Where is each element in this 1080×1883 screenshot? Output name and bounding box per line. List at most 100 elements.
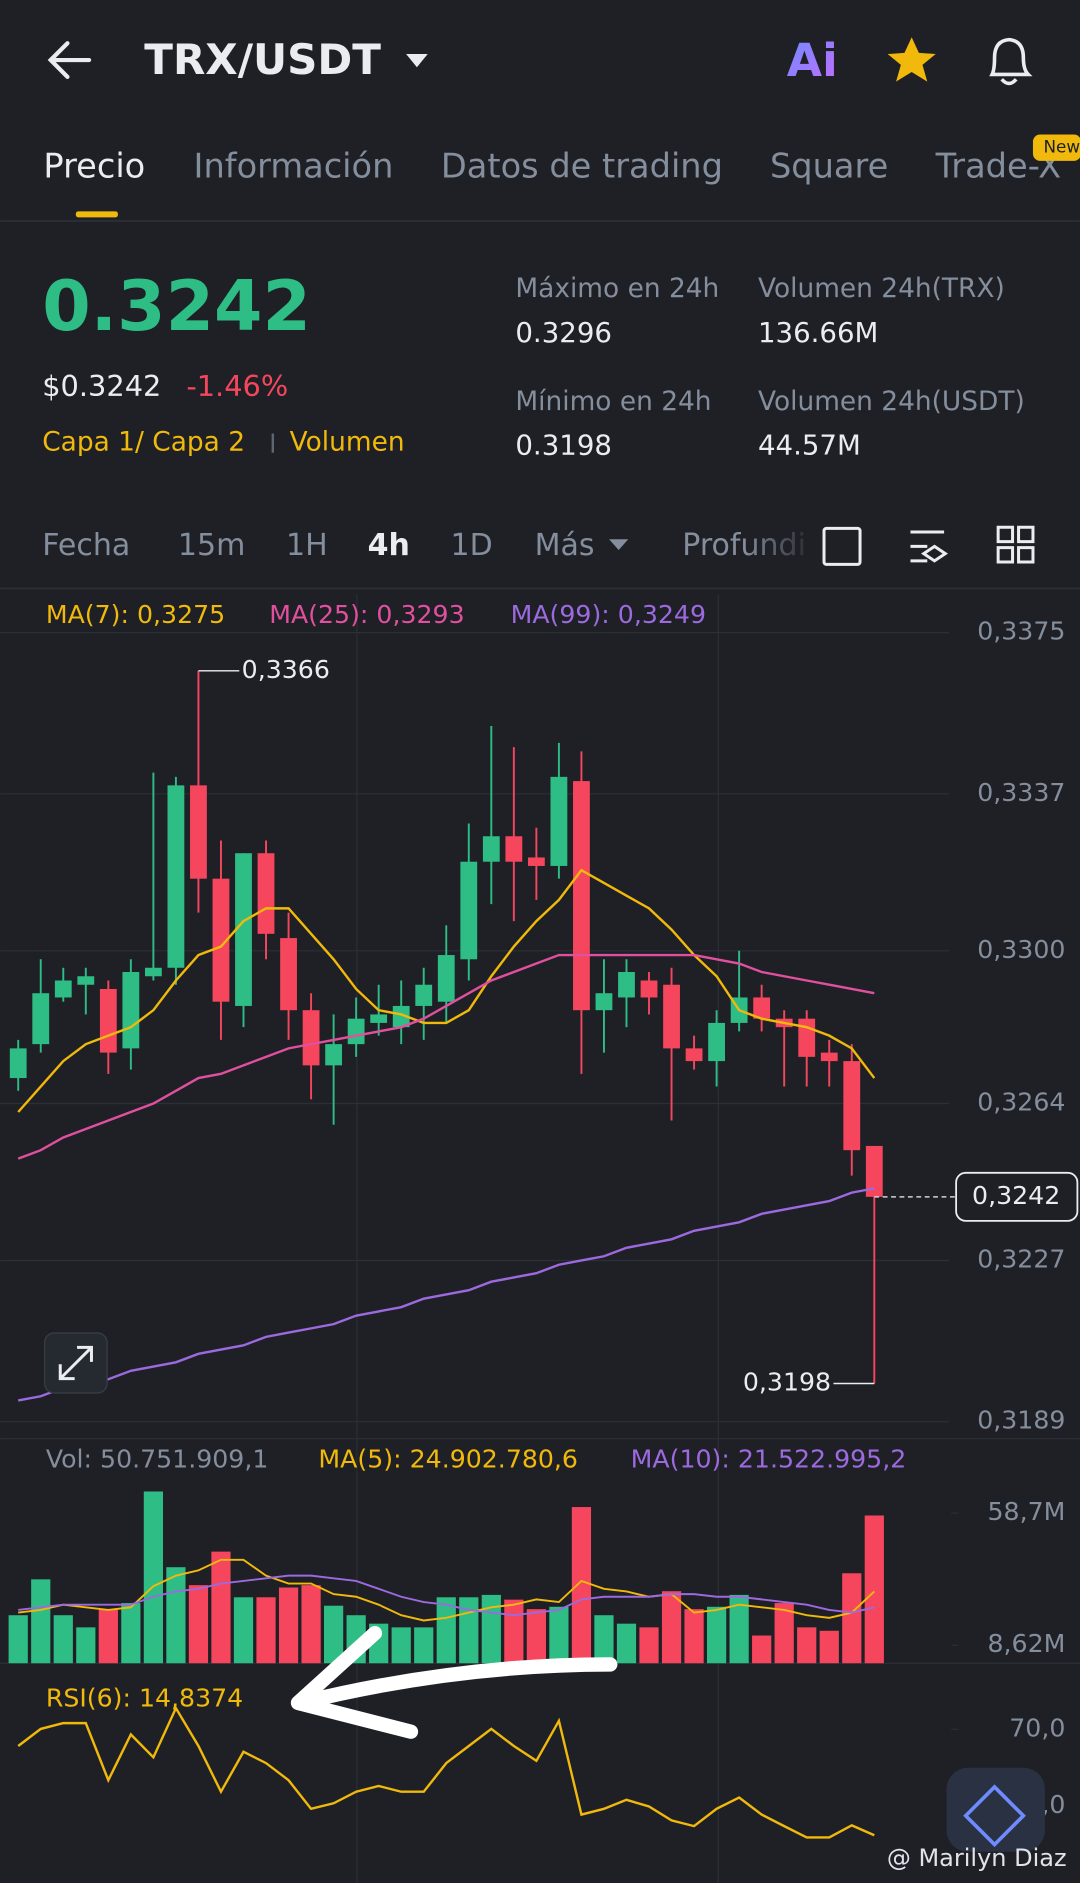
volume-bar	[391, 1627, 411, 1664]
candle-body	[527, 857, 545, 866]
volume-legend: Vol: 50.751.909,1	[46, 1444, 269, 1473]
volume-bar	[8, 1615, 28, 1664]
tool-icon[interactable]	[822, 526, 862, 566]
tab[interactable]: Datos de trading	[441, 147, 723, 186]
rsi-legend: RSI(6): 14,8374	[46, 1683, 243, 1712]
ma-legend: MA(99): 0,3249	[511, 600, 706, 629]
stat-value: 44.57M	[758, 429, 861, 462]
expand-icon	[58, 1345, 93, 1381]
volume-bar	[752, 1635, 772, 1664]
ai-button[interactable]: Ai	[787, 34, 838, 87]
bell-icon[interactable]	[989, 37, 1033, 86]
volume-bar	[76, 1627, 96, 1664]
tag[interactable]: Capa 1/ Capa 2	[42, 427, 245, 458]
volume-bar	[324, 1605, 344, 1664]
tab[interactable]: Square	[770, 147, 888, 186]
volume-bar	[639, 1627, 659, 1664]
candle-body	[820, 1052, 838, 1062]
price-change: -1.46%	[186, 369, 288, 403]
volume-bar	[864, 1515, 884, 1664]
candle-body	[550, 776, 568, 866]
volume-bar	[121, 1603, 141, 1664]
volume-bar	[481, 1594, 501, 1664]
candle-body	[122, 972, 140, 1049]
interval[interactable]: 1H	[286, 528, 328, 563]
volume-bar	[819, 1630, 839, 1664]
volume-bar	[729, 1594, 749, 1664]
volume-bar	[98, 1609, 118, 1664]
interval[interactable]: 1D	[451, 528, 493, 563]
candle-body	[392, 1005, 410, 1028]
volume-legend: MA(10): 21.522.995,2	[631, 1444, 907, 1473]
stat-value: 0.3296	[515, 316, 612, 349]
watermark: @ Marilyn Diaz	[887, 1844, 1067, 1872]
volume-ma-line	[18, 1574, 875, 1617]
pair-dropdown[interactable]	[406, 54, 428, 68]
ma-line	[17, 1187, 875, 1402]
candle-body	[798, 1018, 816, 1057]
volume-bar	[278, 1587, 299, 1664]
volume-bar	[774, 1603, 794, 1664]
last-price-box	[955, 1171, 1079, 1222]
back-button[interactable]	[47, 41, 92, 79]
candle-body	[257, 853, 275, 934]
favorite-star[interactable]	[887, 37, 936, 82]
stat-label: Volumen 24h(TRX)	[758, 273, 1005, 304]
volume-bar	[797, 1627, 817, 1664]
candle-body	[77, 976, 95, 985]
candle-body	[235, 853, 252, 1006]
volume-bar	[301, 1585, 321, 1664]
volume-bar	[616, 1623, 637, 1664]
candle-body	[753, 997, 771, 1019]
stat-label: Máximo en 24h	[515, 273, 719, 304]
low-label: 0,3198	[743, 1368, 831, 1397]
candle-body	[99, 988, 117, 1053]
stat-label: Volumen 24h(USDT)	[758, 386, 1025, 417]
candle-body	[370, 1014, 388, 1023]
interval[interactable]: Más	[535, 528, 595, 563]
volume-bar	[256, 1597, 276, 1664]
y-tick-label: 0,3300	[977, 935, 1065, 964]
volume-bar	[436, 1597, 456, 1664]
candle-body	[482, 836, 500, 862]
high-label: 0,3366	[242, 655, 330, 684]
tool-icon[interactable]	[996, 525, 1035, 564]
candle-body	[302, 1010, 320, 1066]
volume-bar	[211, 1551, 231, 1664]
candle-body	[663, 984, 680, 1049]
volume-bar	[414, 1627, 434, 1664]
interval[interactable]: 15m	[178, 528, 245, 563]
candle-body	[460, 861, 478, 960]
volume-bar	[504, 1599, 524, 1664]
stat-label: Mínimo en 24h	[515, 386, 711, 417]
y-tick-label: 0,3375	[977, 617, 1065, 646]
ma-line	[17, 953, 875, 1160]
candle-body	[54, 980, 72, 998]
volume-bar	[143, 1491, 163, 1664]
ma-legend: MA(25): 0,3293	[269, 600, 464, 629]
more-dropdown[interactable]	[609, 539, 629, 551]
ma-legend: MA(7): 0,3275	[46, 600, 225, 629]
usd-price: $0.3242	[42, 369, 161, 403]
last-price-label: 0,3242	[972, 1181, 1060, 1210]
tab-indicator	[75, 211, 118, 218]
pair-title[interactable]: TRX/USDT	[144, 35, 381, 84]
interval[interactable]: 4h	[368, 528, 410, 563]
candle-body	[437, 955, 455, 1002]
tag[interactable]: Volumen	[290, 427, 405, 458]
volume-bar	[459, 1597, 479, 1664]
volume-bar	[684, 1609, 704, 1664]
volume-bar	[706, 1606, 727, 1664]
candle-body	[347, 1018, 365, 1045]
candle-body	[212, 878, 230, 1002]
interval[interactable]: Fecha	[42, 528, 130, 563]
tab[interactable]: Información	[194, 147, 394, 186]
candle-body	[865, 1145, 883, 1197]
candle-body	[325, 1044, 343, 1066]
y-tick-label: 0,3227	[977, 1244, 1065, 1273]
tool-icon[interactable]	[910, 530, 949, 563]
candle-body	[505, 836, 523, 862]
tab[interactable]: Precio	[43, 147, 145, 186]
candle-body	[843, 1061, 861, 1151]
